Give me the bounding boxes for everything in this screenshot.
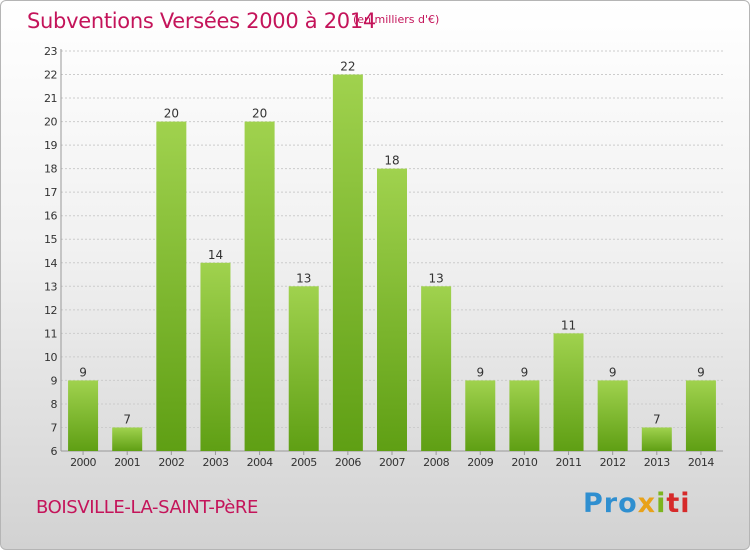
bar-2012[interactable] — [597, 380, 628, 451]
bar-2006[interactable] — [332, 74, 363, 451]
data-label-2013: 7 — [653, 412, 661, 426]
y-tick-label: 14 — [44, 257, 57, 270]
data-label-2007: 18 — [384, 154, 399, 168]
data-label-2002: 20 — [164, 107, 179, 121]
data-label-2009: 9 — [476, 365, 484, 379]
x-tick-label: 2005 — [291, 456, 317, 469]
x-tick-label: 2002 — [158, 456, 184, 469]
data-label-2000: 9 — [79, 365, 87, 379]
x-tick-label: 2010 — [511, 456, 537, 469]
y-tick-label: 11 — [44, 327, 57, 340]
y-tick-label: 12 — [44, 304, 57, 317]
chart-title: Subventions Versées 2000 à 2014 — [27, 9, 376, 33]
logo-part-3: i — [656, 488, 667, 519]
bar-2004[interactable] — [244, 121, 275, 452]
y-tick-label: 9 — [51, 374, 58, 387]
x-tick-label: 2000 — [70, 456, 96, 469]
bar-2007[interactable] — [377, 168, 407, 451]
logo-part-1: Pro — [583, 488, 638, 519]
x-tick-label: 2008 — [423, 456, 449, 469]
bar-2005[interactable] — [288, 286, 319, 451]
y-tick-label: 21 — [44, 92, 57, 105]
logo-part-4: ti — [666, 488, 691, 519]
x-tick-label: 2001 — [114, 456, 140, 469]
y-tick-label: 8 — [51, 398, 58, 411]
bar-2014[interactable] — [685, 380, 716, 451]
bar-2002[interactable] — [156, 121, 187, 452]
y-tick-label: 19 — [44, 139, 57, 152]
x-tick-label: 2006 — [335, 456, 361, 469]
y-tick-label: 16 — [44, 210, 57, 223]
y-tick-label: 6 — [51, 445, 58, 458]
x-tick-label: 2009 — [467, 456, 493, 469]
data-label-2011: 11 — [561, 318, 576, 332]
y-tick-label: 18 — [44, 163, 57, 176]
data-label-2010: 9 — [521, 365, 529, 379]
data-label-2008: 13 — [428, 271, 443, 285]
data-label-2012: 9 — [609, 365, 617, 379]
x-tick-label: 2013 — [644, 456, 670, 469]
y-tick-label: 10 — [44, 351, 57, 364]
data-label-2005: 13 — [296, 271, 311, 285]
x-tick-label: 2003 — [202, 456, 228, 469]
x-tick-label: 2012 — [600, 456, 626, 469]
y-tick-label: 7 — [51, 421, 58, 434]
y-tick-label: 15 — [44, 233, 57, 246]
y-tick-label: 17 — [44, 186, 57, 199]
y-tick-label: 22 — [44, 69, 57, 82]
bar-2000[interactable] — [68, 380, 99, 451]
y-tick-label: 23 — [44, 45, 57, 58]
x-tick-label: 2007 — [379, 456, 405, 469]
data-label-2006: 22 — [340, 60, 355, 74]
bar-2009[interactable] — [465, 380, 496, 451]
proxiti-logo[interactable]: Proxiti — [583, 488, 691, 519]
x-tick-label: 2014 — [688, 456, 714, 469]
y-tick-label: 20 — [44, 116, 57, 129]
data-label-2003: 14 — [208, 248, 223, 262]
chart-subtitle: (en milliers d'€) — [353, 13, 440, 26]
x-tick-label: 2004 — [247, 456, 273, 469]
bar-2011[interactable] — [553, 333, 584, 451]
commune-name: BOISVILLE-LA-SAINT-PèRE — [36, 497, 258, 518]
data-label-2001: 7 — [123, 412, 131, 426]
bar-2008[interactable] — [421, 286, 452, 451]
data-label-2014: 9 — [697, 365, 705, 379]
bar-2001[interactable] — [112, 427, 143, 451]
bar-2003[interactable] — [200, 262, 231, 451]
data-label-2004: 20 — [252, 107, 267, 121]
x-tick-label: 2011 — [556, 456, 582, 469]
logo-part-2: x — [637, 488, 657, 519]
y-tick-label: 13 — [44, 280, 57, 293]
bar-2013[interactable] — [641, 427, 672, 451]
bar-2010[interactable] — [509, 380, 540, 451]
